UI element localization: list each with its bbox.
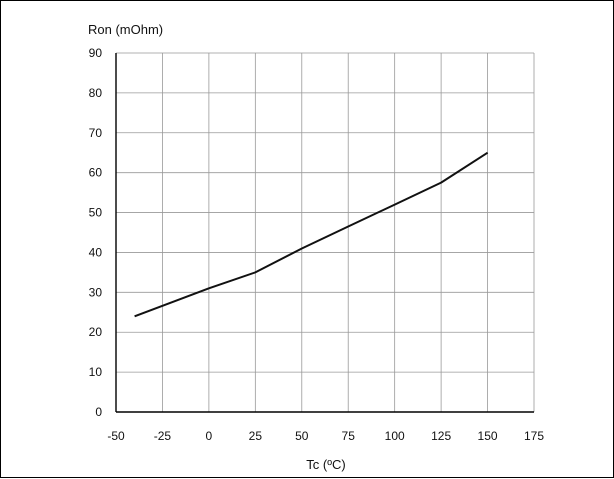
axes	[115, 53, 534, 413]
y-tick-label: 50	[89, 206, 103, 220]
x-tick-label: -25	[154, 429, 172, 443]
x-axis-title: Tc (ºC)	[306, 457, 345, 472]
x-tick-labels: -50 -25 0 25 50 75 100 125 150 175	[107, 429, 544, 443]
x-tick-label: 175	[524, 429, 544, 443]
y-tick-label: 10	[89, 365, 103, 379]
y-tick-label: 40	[89, 245, 103, 259]
x-tick-label: 0	[206, 429, 213, 443]
x-tick-label: 150	[478, 429, 498, 443]
y-tick-labels: 0 10 20 30 40 50 60 70 80 90	[89, 46, 103, 419]
series-line	[134, 151, 489, 318]
x-tick-label: 125	[431, 429, 451, 443]
x-tick-label: 50	[295, 429, 309, 443]
x-tick-label: 75	[342, 429, 356, 443]
y-tick-label: 0	[95, 405, 102, 419]
y-tick-label: 80	[89, 86, 103, 100]
y-axis-title: Ron (mOhm)	[88, 22, 163, 37]
series-group	[134, 151, 489, 318]
x-tick-label: 25	[249, 429, 263, 443]
y-tick-label: 60	[89, 166, 103, 180]
y-tick-label: 90	[89, 46, 103, 60]
y-tick-label: 30	[89, 285, 103, 299]
y-tick-label: 70	[89, 126, 103, 140]
x-tick-label: 100	[385, 429, 405, 443]
grid-lines	[116, 52, 535, 412]
x-tick-label: -50	[107, 429, 125, 443]
y-tick-label: 20	[89, 325, 103, 339]
